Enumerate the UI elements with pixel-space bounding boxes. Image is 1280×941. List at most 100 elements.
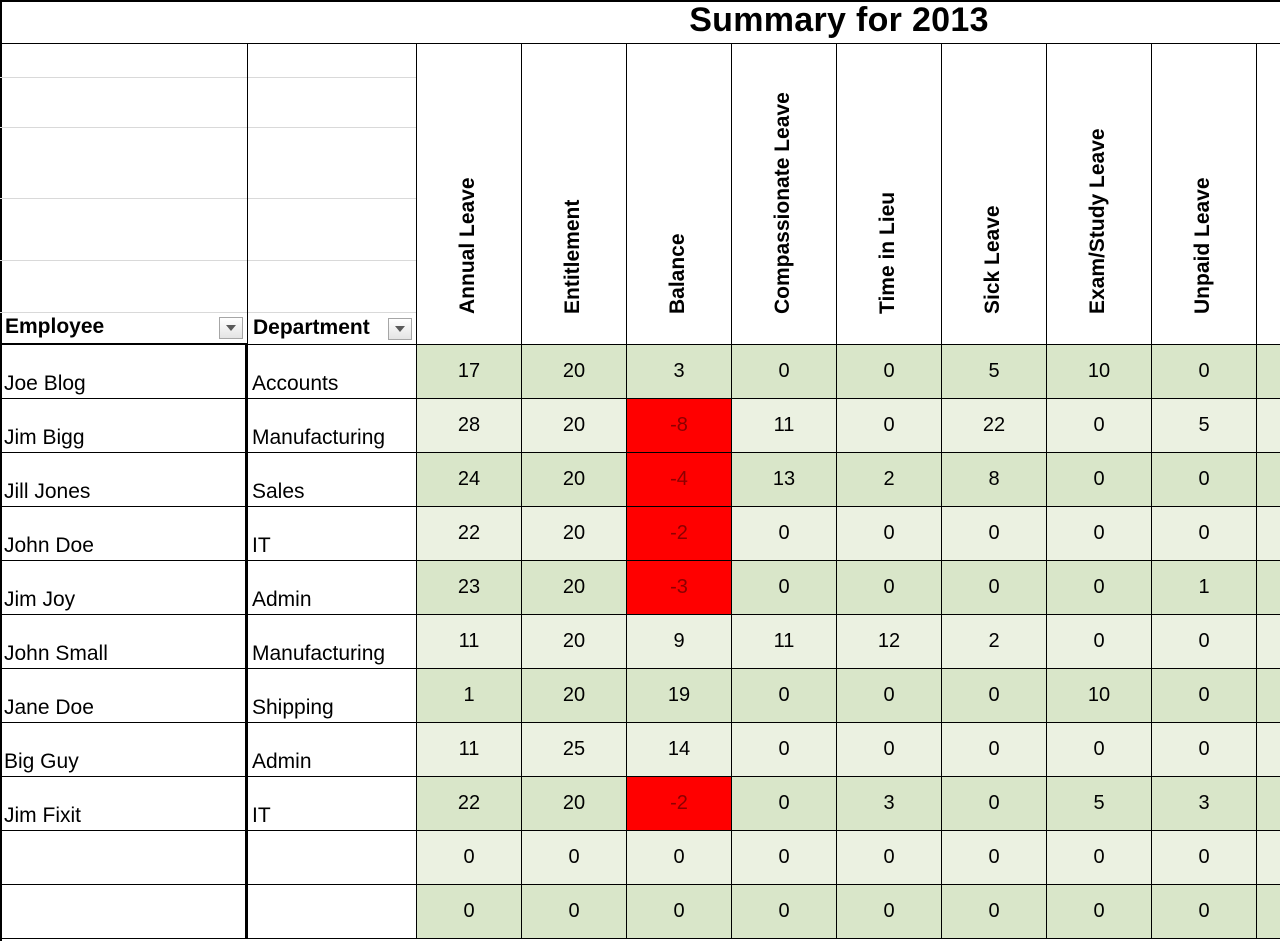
value-cell-unpaid-leave[interactable]: 0 bbox=[1152, 831, 1257, 885]
header-unpaid-leave[interactable]: Unpaid Leave bbox=[1152, 44, 1257, 345]
employee-filter-button[interactable] bbox=[219, 317, 243, 339]
value-cell-time-in-lieu[interactable]: 0 bbox=[837, 507, 942, 561]
employee-cell[interactable]: Jim Joy bbox=[0, 561, 248, 615]
value-cell-time-in-lieu[interactable]: 3 bbox=[837, 777, 942, 831]
department-filter-button[interactable] bbox=[388, 318, 412, 340]
header-compassionate-leave[interactable]: Compassionate Leave bbox=[732, 44, 837, 345]
value-cell-sick-leave[interactable]: 0 bbox=[942, 831, 1047, 885]
value-cell-exam-study-leave[interactable]: 0 bbox=[1047, 399, 1152, 453]
header-annual-leave[interactable]: Annual Leave bbox=[417, 44, 522, 345]
value-cell-unpaid-leave[interactable]: 0 bbox=[1152, 345, 1257, 399]
employee-cell[interactable]: John Doe bbox=[0, 507, 248, 561]
department-cell[interactable] bbox=[248, 885, 417, 939]
value-cell-annual-leave[interactable]: 23 bbox=[417, 561, 522, 615]
value-cell-balance[interactable]: -4 bbox=[627, 453, 732, 507]
value-cell-unpaid-leave[interactable]: 0 bbox=[1152, 453, 1257, 507]
value-cell-annual-leave[interactable]: 0 bbox=[417, 885, 522, 939]
department-cell[interactable]: Accounts bbox=[248, 345, 417, 399]
value-cell-sick-leave[interactable]: 22 bbox=[942, 399, 1047, 453]
department-cell[interactable]: Admin bbox=[248, 723, 417, 777]
value-cell-balance[interactable]: 0 bbox=[627, 885, 732, 939]
value-cell-time-in-lieu[interactable]: 0 bbox=[837, 885, 942, 939]
value-cell-sick-leave[interactable]: 0 bbox=[942, 777, 1047, 831]
value-cell-entitlement[interactable]: 25 bbox=[522, 723, 627, 777]
value-cell-unpaid-leave[interactable]: 3 bbox=[1152, 777, 1257, 831]
department-cell[interactable]: Admin bbox=[248, 561, 417, 615]
value-cell-time-in-lieu[interactable]: 0 bbox=[837, 399, 942, 453]
department-cell[interactable] bbox=[248, 831, 417, 885]
employee-cell[interactable]: Jill Jones bbox=[0, 453, 248, 507]
employee-cell[interactable]: Big Guy bbox=[0, 723, 248, 777]
department-cell[interactable]: Shipping bbox=[248, 669, 417, 723]
value-cell-time-in-lieu[interactable]: 0 bbox=[837, 669, 942, 723]
value-cell-exam-study-leave[interactable]: 0 bbox=[1047, 507, 1152, 561]
value-cell-exam-study-leave[interactable]: 0 bbox=[1047, 885, 1152, 939]
value-cell-annual-leave[interactable]: 11 bbox=[417, 723, 522, 777]
employee-cell[interactable]: Jim Bigg bbox=[0, 399, 248, 453]
value-cell-sick-leave[interactable]: 0 bbox=[942, 561, 1047, 615]
value-cell-compassionate-leave[interactable]: 0 bbox=[732, 507, 837, 561]
value-cell-entitlement[interactable]: 20 bbox=[522, 399, 627, 453]
header-overflow-column[interactable] bbox=[1257, 44, 1280, 345]
overflow-column-cell[interactable] bbox=[1257, 723, 1280, 777]
value-cell-annual-leave[interactable]: 1 bbox=[417, 669, 522, 723]
value-cell-entitlement[interactable]: 20 bbox=[522, 507, 627, 561]
value-cell-time-in-lieu[interactable]: 2 bbox=[837, 453, 942, 507]
value-cell-balance[interactable]: 19 bbox=[627, 669, 732, 723]
value-cell-time-in-lieu[interactable]: 0 bbox=[837, 831, 942, 885]
value-cell-sick-leave[interactable]: 0 bbox=[942, 669, 1047, 723]
value-cell-sick-leave[interactable]: 8 bbox=[942, 453, 1047, 507]
department-cell[interactable]: IT bbox=[248, 507, 417, 561]
overflow-column-cell[interactable] bbox=[1257, 453, 1280, 507]
overflow-column-cell[interactable] bbox=[1257, 615, 1280, 669]
value-cell-balance[interactable]: -2 bbox=[627, 777, 732, 831]
value-cell-sick-leave[interactable]: 0 bbox=[942, 885, 1047, 939]
value-cell-compassionate-leave[interactable]: 11 bbox=[732, 615, 837, 669]
employee-cell[interactable]: Jim Fixit bbox=[0, 777, 248, 831]
value-cell-time-in-lieu[interactable]: 0 bbox=[837, 723, 942, 777]
header-entitlement[interactable]: Entitlement bbox=[522, 44, 627, 345]
department-cell[interactable]: Manufacturing bbox=[248, 615, 417, 669]
header-time-in-lieu[interactable]: Time in Lieu bbox=[837, 44, 942, 345]
value-cell-compassionate-leave[interactable]: 0 bbox=[732, 885, 837, 939]
value-cell-compassionate-leave[interactable]: 11 bbox=[732, 399, 837, 453]
header-balance[interactable]: Balance bbox=[627, 44, 732, 345]
value-cell-entitlement[interactable]: 20 bbox=[522, 561, 627, 615]
value-cell-annual-leave[interactable]: 22 bbox=[417, 507, 522, 561]
overflow-column-cell[interactable] bbox=[1257, 777, 1280, 831]
value-cell-balance[interactable]: -3 bbox=[627, 561, 732, 615]
employee-cell[interactable] bbox=[0, 831, 248, 885]
value-cell-sick-leave[interactable]: 0 bbox=[942, 723, 1047, 777]
value-cell-exam-study-leave[interactable]: 0 bbox=[1047, 561, 1152, 615]
employee-cell[interactable]: Jane Doe bbox=[0, 669, 248, 723]
value-cell-compassionate-leave[interactable]: 0 bbox=[732, 561, 837, 615]
value-cell-exam-study-leave[interactable]: 0 bbox=[1047, 453, 1152, 507]
value-cell-annual-leave[interactable]: 17 bbox=[417, 345, 522, 399]
value-cell-annual-leave[interactable]: 28 bbox=[417, 399, 522, 453]
overflow-column-cell[interactable] bbox=[1257, 669, 1280, 723]
value-cell-unpaid-leave[interactable]: 0 bbox=[1152, 507, 1257, 561]
employee-header-cell[interactable]: Employee bbox=[0, 44, 248, 345]
value-cell-sick-leave[interactable]: 2 bbox=[942, 615, 1047, 669]
value-cell-exam-study-leave[interactable]: 10 bbox=[1047, 345, 1152, 399]
value-cell-time-in-lieu[interactable]: 0 bbox=[837, 345, 942, 399]
sheet-title-cell[interactable]: Summary for 2013 bbox=[0, 0, 1280, 44]
value-cell-entitlement[interactable]: 20 bbox=[522, 615, 627, 669]
value-cell-exam-study-leave[interactable]: 0 bbox=[1047, 723, 1152, 777]
value-cell-sick-leave[interactable]: 5 bbox=[942, 345, 1047, 399]
value-cell-annual-leave[interactable]: 0 bbox=[417, 831, 522, 885]
overflow-column-cell[interactable] bbox=[1257, 399, 1280, 453]
value-cell-compassionate-leave[interactable]: 0 bbox=[732, 345, 837, 399]
value-cell-unpaid-leave[interactable]: 1 bbox=[1152, 561, 1257, 615]
overflow-column-cell[interactable] bbox=[1257, 507, 1280, 561]
value-cell-entitlement[interactable]: 20 bbox=[522, 453, 627, 507]
value-cell-unpaid-leave[interactable]: 0 bbox=[1152, 669, 1257, 723]
value-cell-unpaid-leave[interactable]: 0 bbox=[1152, 615, 1257, 669]
value-cell-compassionate-leave[interactable]: 0 bbox=[732, 777, 837, 831]
employee-cell[interactable]: John Small bbox=[0, 615, 248, 669]
value-cell-exam-study-leave[interactable]: 10 bbox=[1047, 669, 1152, 723]
value-cell-unpaid-leave[interactable]: 0 bbox=[1152, 885, 1257, 939]
department-header-cell[interactable]: Department bbox=[248, 44, 417, 345]
overflow-column-cell[interactable] bbox=[1257, 561, 1280, 615]
header-exam-study-leave[interactable]: Exam/Study Leave bbox=[1047, 44, 1152, 345]
